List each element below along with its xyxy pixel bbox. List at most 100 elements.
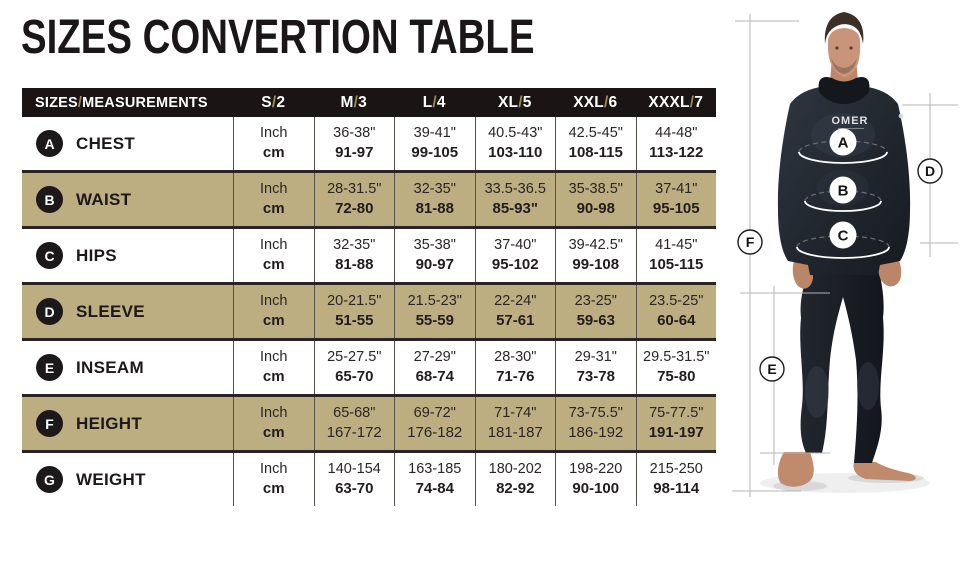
value-cell: 36-38" 91-97 bbox=[313, 117, 395, 170]
value-cell: 27-29" 68-74 bbox=[394, 341, 475, 394]
value-cell: 37-40" 95-102 bbox=[474, 229, 556, 282]
row-name: WEIGHT bbox=[76, 469, 146, 489]
page-title: SIZES CONVERTION TABLE bbox=[21, 11, 535, 64]
value-cell: 75-77.5" 191-197 bbox=[635, 397, 717, 450]
unit-cell: Inch cm bbox=[233, 397, 314, 450]
row-label: E INSEAM bbox=[22, 341, 233, 394]
row-label: G WEIGHT bbox=[22, 453, 233, 506]
row-name: SLEEVE bbox=[76, 301, 145, 321]
value-cell: 28-31.5" 72-80 bbox=[313, 173, 395, 226]
shoulder-logo-patch bbox=[898, 113, 904, 119]
unit-cell: Inch cm bbox=[233, 117, 314, 170]
value-cell: 39-41" 99-105 bbox=[394, 117, 475, 170]
row-name: HEIGHT bbox=[76, 413, 143, 433]
table-row-height: F HEIGHT Inch cm 65-68" 167-172 69-72" 176-… bbox=[22, 394, 716, 450]
hips-ellipse-front bbox=[796, 246, 890, 259]
table-row-waist: B WAIST Inch cm 28-31.5" 72-80 32-35" 81-88… bbox=[22, 170, 716, 226]
row-letter-badge: E bbox=[36, 354, 63, 381]
row-label: B WAIST bbox=[22, 173, 233, 226]
value-cell: 29-31" 73-78 bbox=[555, 341, 636, 394]
marker-chest-letter: A bbox=[838, 135, 849, 152]
man-in-wetsuit-illustration: OMER A B C D E F bbox=[732, 12, 958, 497]
header-size-m3: M/3 bbox=[340, 93, 367, 111]
wetsuit-pants bbox=[800, 266, 884, 463]
waist-ellipse-front bbox=[804, 200, 882, 212]
right-eye bbox=[849, 46, 853, 50]
value-cell: 32-35" 81-88 bbox=[313, 229, 395, 282]
value-cell: 29.5-31.5" 75-80 bbox=[635, 341, 717, 394]
beard-shading bbox=[831, 58, 857, 74]
row-letter-badge: B bbox=[36, 186, 63, 213]
value-cell: 71-74" 181-187 bbox=[474, 397, 556, 450]
header-size-s2: S/2 bbox=[261, 93, 286, 111]
value-cell: 42.5-45" 108-115 bbox=[555, 117, 636, 170]
left-foot bbox=[777, 452, 814, 487]
marker-inseam-circle bbox=[759, 356, 785, 382]
value-cell: 198-220 90-100 bbox=[555, 453, 636, 506]
row-label: F HEIGHT bbox=[22, 397, 233, 450]
knee-highlight-right bbox=[857, 362, 879, 410]
value-cell: 20-21.5" 51-55 bbox=[313, 285, 395, 338]
header-size-l4: L/4 bbox=[422, 93, 446, 111]
brand-logo-subline bbox=[838, 128, 864, 129]
value-cell: 180-202 82-92 bbox=[474, 453, 556, 506]
size-conversion-table: SIZES/MEASUREMENTS S/2 M/3 L/4 XL/5 XXL/… bbox=[22, 88, 716, 506]
row-letter-badge: F bbox=[36, 410, 63, 437]
value-cell: 41-45" 105-115 bbox=[635, 229, 717, 282]
value-cell: 32-35" 81-88 bbox=[394, 173, 475, 226]
table-row-chest: A CHEST Inch cm 36-38" 91-97 39-41" 99-105 … bbox=[22, 117, 716, 170]
unit-cell: Inch cm bbox=[233, 229, 314, 282]
unit-cell: Inch cm bbox=[233, 453, 314, 506]
marker-waist-circle bbox=[829, 176, 857, 204]
chest-ellipse-front bbox=[798, 151, 888, 164]
marker-sleeve-circle bbox=[917, 158, 943, 184]
value-cell: 40.5-43" 103-110 bbox=[474, 117, 556, 170]
value-cell: 39-42.5" 99-108 bbox=[555, 229, 636, 282]
marker-height-circle bbox=[737, 229, 763, 255]
value-cell: 215-250 98-114 bbox=[635, 453, 717, 506]
row-label: C HIPS bbox=[22, 229, 233, 282]
marker-sleeve-letter: D bbox=[925, 163, 935, 179]
marker-height-letter: F bbox=[746, 234, 755, 250]
value-cell: 35-38" 90-97 bbox=[394, 229, 475, 282]
value-cell: 33.5-36.5 85-93" bbox=[474, 173, 556, 226]
value-cell: 22-24" 57-61 bbox=[474, 285, 556, 338]
value-cell: 73-75.5" 186-192 bbox=[555, 397, 636, 450]
value-cell: 37-41" 95-105 bbox=[635, 173, 717, 226]
row-name: CHEST bbox=[76, 133, 136, 153]
row-name: INSEAM bbox=[76, 357, 144, 377]
row-letter-badge: D bbox=[36, 298, 63, 325]
table-header-row: SIZES/MEASUREMENTS S/2 M/3 L/4 XL/5 XXL/… bbox=[22, 88, 716, 117]
table-row-weight: G WEIGHT Inch cm 140-154 63-70 163-185 74-8… bbox=[22, 450, 716, 506]
value-cell: 35-38.5" 90-98 bbox=[555, 173, 636, 226]
value-cell: 28-30" 71-76 bbox=[474, 341, 556, 394]
left-eye bbox=[835, 46, 839, 50]
header-size-xxl6: XXL/6 bbox=[573, 93, 618, 111]
value-cell: 69-72" 176-182 bbox=[394, 397, 475, 450]
header-sizes-measurements: SIZES/MEASUREMENTS bbox=[35, 94, 208, 111]
marker-hips-letter: C bbox=[838, 228, 849, 245]
row-label: D SLEEVE bbox=[22, 285, 233, 338]
marker-inseam-letter: E bbox=[767, 361, 776, 377]
unit-cell: Inch cm bbox=[233, 173, 314, 226]
unit-cell: Inch cm bbox=[233, 285, 314, 338]
marker-waist-letter: B bbox=[838, 183, 849, 200]
table-row-hips: C HIPS Inch cm 32-35" 81-88 35-38" 90-97 37… bbox=[22, 226, 716, 282]
row-name: WAIST bbox=[76, 189, 132, 209]
row-letter-badge: G bbox=[36, 466, 63, 493]
value-cell: 25-27.5" 65-70 bbox=[313, 341, 395, 394]
wetsuit-hood bbox=[818, 76, 870, 104]
hair bbox=[824, 12, 864, 44]
table-row-inseam: E INSEAM Inch cm 25-27.5" 65-70 27-29" 68-7… bbox=[22, 338, 716, 394]
marker-chest-circle bbox=[829, 128, 857, 156]
unit-cell: Inch cm bbox=[233, 341, 314, 394]
value-cell: 163-185 74-84 bbox=[394, 453, 475, 506]
marker-hips-circle bbox=[829, 221, 857, 249]
value-cell: 140-154 63-70 bbox=[313, 453, 395, 506]
header-size-xl5: XL/5 bbox=[497, 93, 532, 111]
header-size-xxxl7: XXXL/7 bbox=[648, 93, 704, 111]
value-cell: 21.5-23" 55-59 bbox=[394, 285, 475, 338]
value-cell: 23-25" 59-63 bbox=[555, 285, 636, 338]
brand-logo: OMER bbox=[832, 115, 869, 127]
row-letter-badge: C bbox=[36, 242, 63, 269]
